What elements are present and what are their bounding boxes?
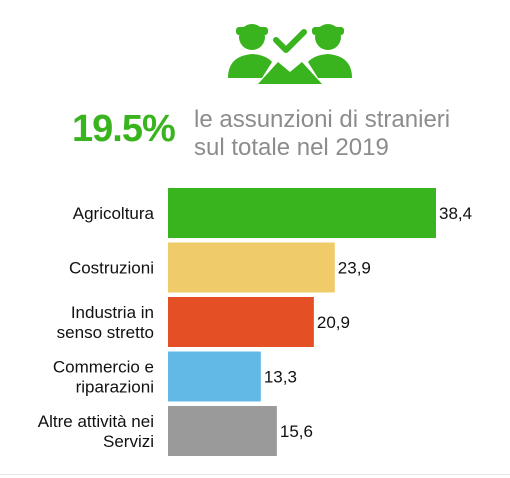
category-label-1: Costruzioni <box>69 259 154 278</box>
bar-chart: 38,4 Agricoltura 23,9 Costruzioni 20,9 Indust… <box>38 188 472 456</box>
bar-4 <box>168 406 277 456</box>
value-label-0: 38,4 <box>439 204 472 223</box>
value-label-1: 23,9 <box>338 259 371 278</box>
category-label-0: Agricoltura <box>73 204 155 223</box>
bar-0 <box>168 188 436 238</box>
category-label-2: Industria in senso stretto <box>57 303 154 342</box>
headline: 19.5% le assunzioni di stranieri sul tot… <box>72 106 492 166</box>
value-label-3: 13,3 <box>264 368 297 387</box>
headline-subtitle-line2: sul totale nel 2019 <box>194 134 389 161</box>
bar-3 <box>168 351 261 402</box>
headline-subtitle-line1: le assunzioni di stranieri <box>194 106 451 133</box>
bar-2 <box>168 297 314 347</box>
value-label-2: 20,9 <box>317 313 350 332</box>
category-label-4: Altre attività nei Servizi <box>38 412 154 451</box>
value-label-4: 15,6 <box>280 422 313 441</box>
footer-divider <box>0 474 510 475</box>
headline-percent: 19.5% <box>72 108 176 150</box>
people-check-icon <box>222 18 358 86</box>
headline-subtitle: le assunzioni di stranieri sul totale ne… <box>194 106 494 162</box>
category-label-3: Commercio e riparazioni <box>53 358 154 397</box>
bar-1 <box>168 242 335 293</box>
